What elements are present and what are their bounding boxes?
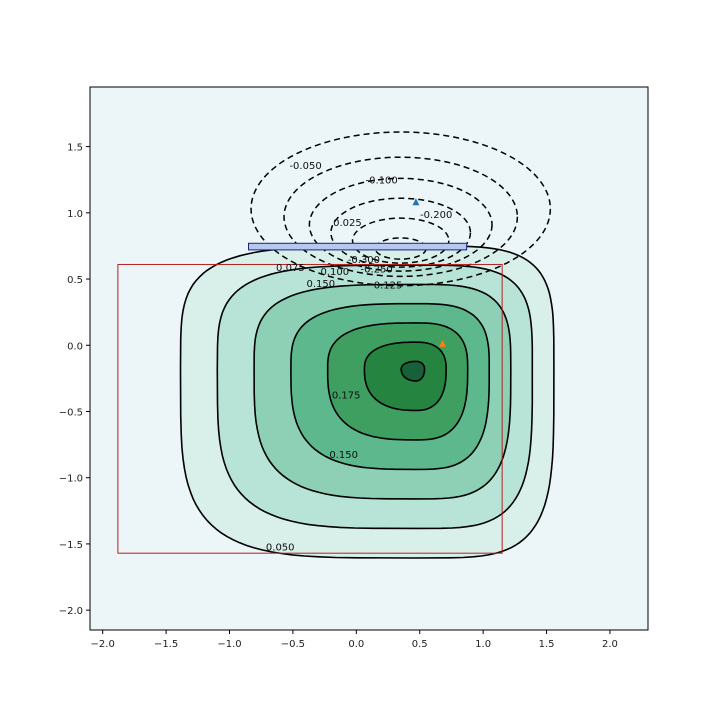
contour-label-0.050: 0.050 xyxy=(266,543,295,554)
x-tick-label-8: 2.0 xyxy=(602,639,618,650)
marker-1 xyxy=(439,339,447,347)
negative-contour--0.200 xyxy=(330,197,472,268)
annotation-rect-0 xyxy=(117,263,503,554)
x-tick-label-2: −1.0 xyxy=(217,639,241,650)
contour-label-neg--0.050: -0.050 xyxy=(289,161,321,172)
markers xyxy=(412,198,447,347)
x-tick-label-6: 1.0 xyxy=(475,639,491,650)
x-tick-label-3: −0.5 xyxy=(281,639,305,650)
contour-label-0.100: 0.100 xyxy=(320,267,349,278)
y-tick-label-4: 0.0 xyxy=(67,341,83,352)
contour-label-extra-0: 0.025 xyxy=(333,218,362,229)
marker-0 xyxy=(412,198,420,206)
plot-frame xyxy=(89,86,649,631)
contour-label-extra-1: 0.150 xyxy=(329,450,358,461)
contour-label-neg--0.100: -0.100 xyxy=(366,176,398,187)
annotation-rect-1 xyxy=(248,242,468,251)
negative-contour--0.100 xyxy=(283,156,519,278)
y-tick-label-1: −1.5 xyxy=(59,540,83,551)
contour-label-0.150: 0.150 xyxy=(306,279,335,290)
contour-label-neg--0.300: -0.300 xyxy=(348,255,380,266)
contour-labels: 0.050 0.075 0.100 0.125 0.150 0.175 -0.050 -0.1… xyxy=(266,161,452,554)
x-tick-label-0: −2.0 xyxy=(91,639,115,650)
negative-contour--0.250 xyxy=(351,217,450,264)
y-tick-label-6: 1.0 xyxy=(67,209,83,220)
axis-ticks: −2.0 −1.5 −1.0 −0.5 0.0 0.5 1.0 1.5 2.0 −2.0 −1.5 −… xyxy=(59,86,649,650)
y-tick-label-3: −0.5 xyxy=(59,407,83,418)
contour-label-0.075: 0.075 xyxy=(276,263,305,274)
annotation-rectangles xyxy=(117,242,503,554)
positive-contour-fills xyxy=(179,245,555,559)
contour-label-neg--0.200: -0.200 xyxy=(420,210,452,221)
contour-label-0.125: 0.125 xyxy=(374,280,403,291)
x-tick-label-1: −1.5 xyxy=(154,639,178,650)
y-tick-label-0: −2.0 xyxy=(59,606,83,617)
contour-label-0.175: 0.175 xyxy=(332,390,361,401)
negative-contour--0.050 xyxy=(250,131,552,287)
negative-contour--0.150 xyxy=(308,177,493,272)
y-tick-label-5: 0.5 xyxy=(67,275,83,286)
x-tick-label-5: 0.5 xyxy=(412,639,428,650)
y-tick-label-7: 1.5 xyxy=(67,143,83,154)
y-tick-label-2: −1.0 xyxy=(59,474,83,485)
x-tick-label-7: 1.5 xyxy=(539,639,555,650)
positive-contour-peak xyxy=(400,360,426,382)
x-tick-label-4: 0.0 xyxy=(348,639,364,650)
contour-label-neg--0.250: -0.250 xyxy=(360,264,392,275)
